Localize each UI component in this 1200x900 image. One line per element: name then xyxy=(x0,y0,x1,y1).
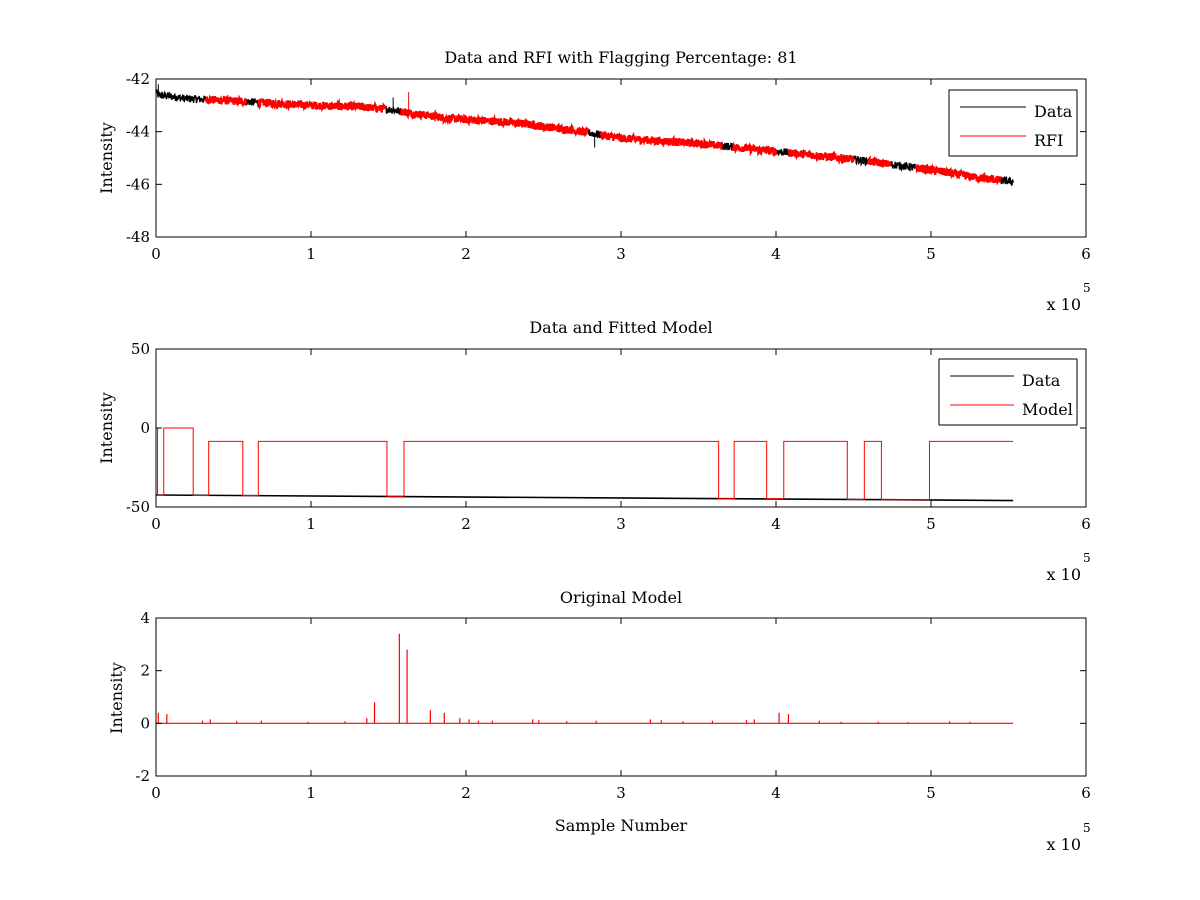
subplot-2-legend-label-model: Model xyxy=(1022,400,1073,419)
subplot-1-legend: Data RFI xyxy=(948,89,1078,157)
x-tick-label: 6 xyxy=(1081,784,1091,802)
x-tick-label: 5 xyxy=(926,515,936,533)
x-tick-label: 2 xyxy=(461,515,471,533)
series-rfi-segment xyxy=(914,163,1002,186)
x-tick-label: 5 xyxy=(926,245,936,263)
series-rfi-segment xyxy=(599,130,723,150)
subplot-2-legend-box xyxy=(938,358,1078,426)
x-tick-label: 4 xyxy=(771,784,781,802)
y-tick-label: -42 xyxy=(126,70,150,88)
x-tick-label: 5 xyxy=(926,784,936,802)
x-tick-label: 0 xyxy=(151,515,161,533)
y-tick-label: -2 xyxy=(135,767,150,785)
y-tick-label: -44 xyxy=(126,123,150,141)
subplot-1-title: Data and RFI with Flagging Percentage: 8… xyxy=(444,48,797,67)
subplot-2-legend-label-data: Data xyxy=(1022,371,1061,390)
y-tick-label: 2 xyxy=(140,662,150,680)
x-tick-label: 3 xyxy=(616,784,626,802)
subplot-3-xlabel: Sample Number xyxy=(555,816,688,835)
y-tick-label: 0 xyxy=(140,419,150,437)
series-rfi-segment xyxy=(866,155,892,168)
subplot-fitted-model: Data and Fitted Model Intensity 0 1 2 3 4 5 6 -… xyxy=(97,318,1091,584)
subplot-2-legend: Data Model xyxy=(938,358,1078,426)
subplot-2-ylabel: Intensity xyxy=(97,392,116,464)
x-tick-label: 2 xyxy=(461,784,471,802)
subplot-2-x-exponent-power: 5 xyxy=(1083,551,1091,565)
subplot-1-series xyxy=(155,84,1014,187)
x-tick-label: 1 xyxy=(306,245,316,263)
subplot-2-title: Data and Fitted Model xyxy=(529,318,712,337)
y-tick-label: 4 xyxy=(140,609,150,627)
x-tick-label: 3 xyxy=(616,245,626,263)
y-tick-label: 0 xyxy=(140,714,150,732)
x-tick-label: 1 xyxy=(306,515,316,533)
x-tick-label: 6 xyxy=(1081,515,1091,533)
series-data-line xyxy=(155,494,1014,502)
subplot-3-title: Original Model xyxy=(560,588,682,607)
series-rfi-segment xyxy=(257,97,387,113)
subplot-1-x-exponent-power: 5 xyxy=(1083,281,1091,295)
x-tick-label: 4 xyxy=(771,515,781,533)
subplot-2-series xyxy=(155,427,1014,502)
subplot-3-x-exponent-base: x 10 xyxy=(1047,835,1081,854)
series-rfi-segment xyxy=(787,148,855,166)
y-tick-label: -48 xyxy=(126,228,150,246)
x-tick-label: 6 xyxy=(1081,245,1091,263)
series-rfi-segment xyxy=(204,94,247,108)
series-model-line xyxy=(156,427,1014,501)
series-rfi-segment xyxy=(731,141,777,157)
series-rfi-segment xyxy=(399,107,590,138)
subplot-1-x-exponent-base: x 10 xyxy=(1047,295,1081,314)
subplot-3-x-exponent-power: 5 xyxy=(1083,821,1091,835)
x-tick-label: 0 xyxy=(151,245,161,263)
subplot-3-ylabel: Intensity xyxy=(107,662,126,734)
x-tick-label: 0 xyxy=(151,784,161,802)
x-tick-label: 1 xyxy=(306,784,316,802)
y-tick-label: 50 xyxy=(131,340,150,358)
x-tick-label: 2 xyxy=(461,245,471,263)
subplot-1-ylabel: Intensity xyxy=(97,122,116,194)
subplot-1-legend-label-rfi: RFI xyxy=(1034,131,1063,150)
subplot-3-series xyxy=(156,633,1014,724)
y-tick-label: -46 xyxy=(126,175,150,193)
subplot-1-ticks: 0 1 2 3 4 5 6 -48 -46 -44 -42 xyxy=(126,70,1091,263)
subplot-2-x-exponent-base: x 10 xyxy=(1047,565,1081,584)
subplot-1-legend-label-data: Data xyxy=(1034,102,1073,121)
x-tick-label: 3 xyxy=(616,515,626,533)
x-tick-label: 4 xyxy=(771,245,781,263)
subplot-rfi: Data and RFI with Flagging Percentage: 8… xyxy=(97,48,1091,314)
subplot-1-legend-box xyxy=(948,89,1078,157)
y-tick-label: -50 xyxy=(126,498,150,516)
